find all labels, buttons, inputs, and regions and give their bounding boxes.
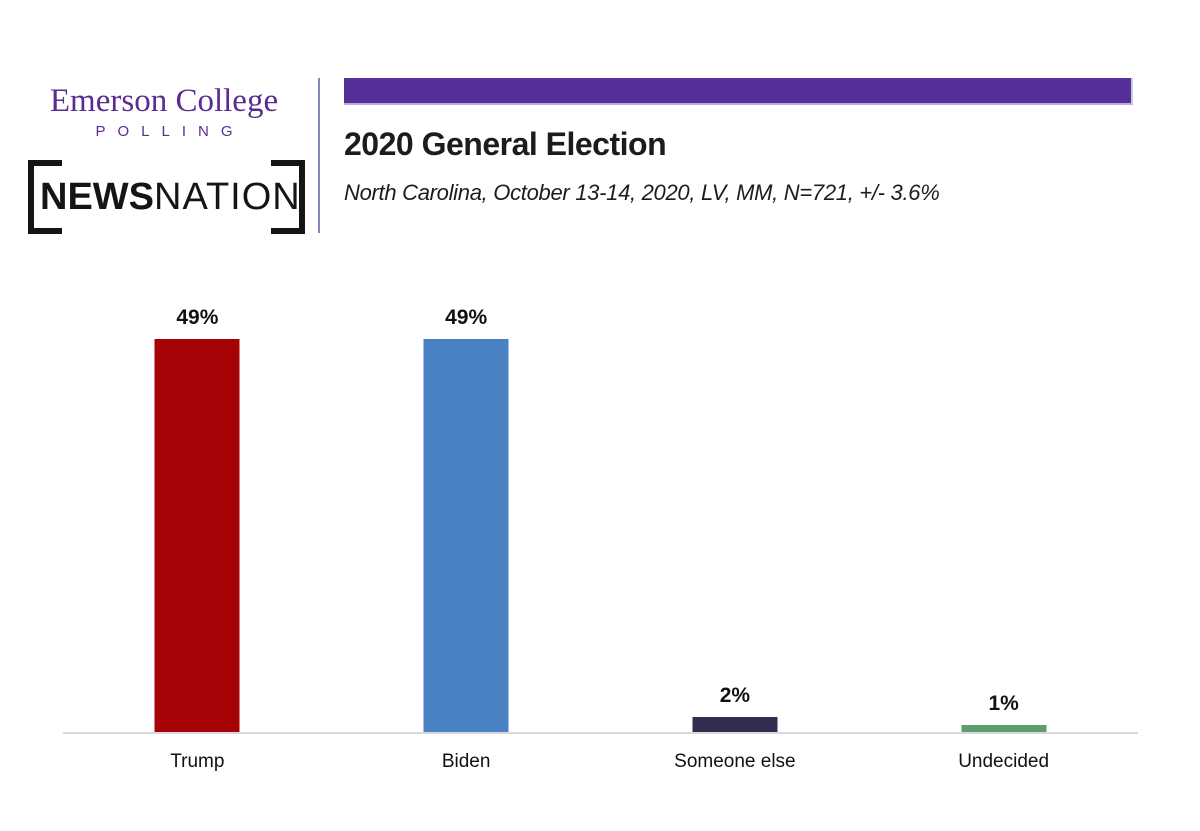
newsnation-wordmark-bold: NEWS bbox=[40, 176, 154, 218]
bar-slot-trump: 49% bbox=[63, 300, 332, 733]
bar-undecided bbox=[961, 725, 1047, 733]
emerson-college-wordmark: Emerson College bbox=[49, 83, 279, 119]
newsnation-wordmark: NEWSNATION bbox=[40, 176, 300, 218]
newsnation-left-bracket bbox=[28, 160, 62, 234]
page-subtitle: North Carolina, October 13-14, 2020, LV,… bbox=[344, 180, 940, 205]
bar-value-label-trump: 49% bbox=[176, 306, 219, 329]
category-label-someone-else: Someone else bbox=[674, 751, 796, 772]
bar-value-label-someone-else: 2% bbox=[719, 684, 751, 707]
polling-wordmark: POLLING bbox=[95, 123, 245, 140]
bar-slot-undecided: 1% bbox=[869, 300, 1138, 733]
category-labels-row: Trump Biden Someone else Undecided bbox=[63, 751, 1138, 779]
bar-someone-else bbox=[692, 717, 778, 733]
newsnation-right-bracket bbox=[271, 160, 305, 234]
page-title: 2020 General Election bbox=[344, 126, 667, 162]
emerson-college-logo: Emerson College POLLING bbox=[30, 84, 298, 140]
bar-slot-someone-else: 2% bbox=[601, 300, 870, 733]
purple-accent-bar bbox=[344, 78, 1133, 105]
bar-trump bbox=[154, 339, 240, 733]
newsnation-logo: NEWSNATION bbox=[28, 160, 305, 234]
category-label-biden: Biden bbox=[441, 751, 491, 772]
newsnation-wordmark-regular: NATION bbox=[154, 176, 301, 218]
plot-area: 49% 49% 2% 1% bbox=[63, 300, 1138, 733]
category-label-undecided: Undecided bbox=[958, 751, 1050, 772]
bar-value-label-undecided: 1% bbox=[988, 692, 1019, 715]
category-label-trump: Trump bbox=[170, 751, 225, 772]
bar-slot-biden: 49% bbox=[332, 300, 601, 733]
x-axis-baseline bbox=[63, 732, 1138, 734]
vertical-divider bbox=[318, 78, 320, 233]
bar-biden bbox=[423, 339, 509, 733]
bar-value-label-biden: 49% bbox=[445, 306, 488, 329]
